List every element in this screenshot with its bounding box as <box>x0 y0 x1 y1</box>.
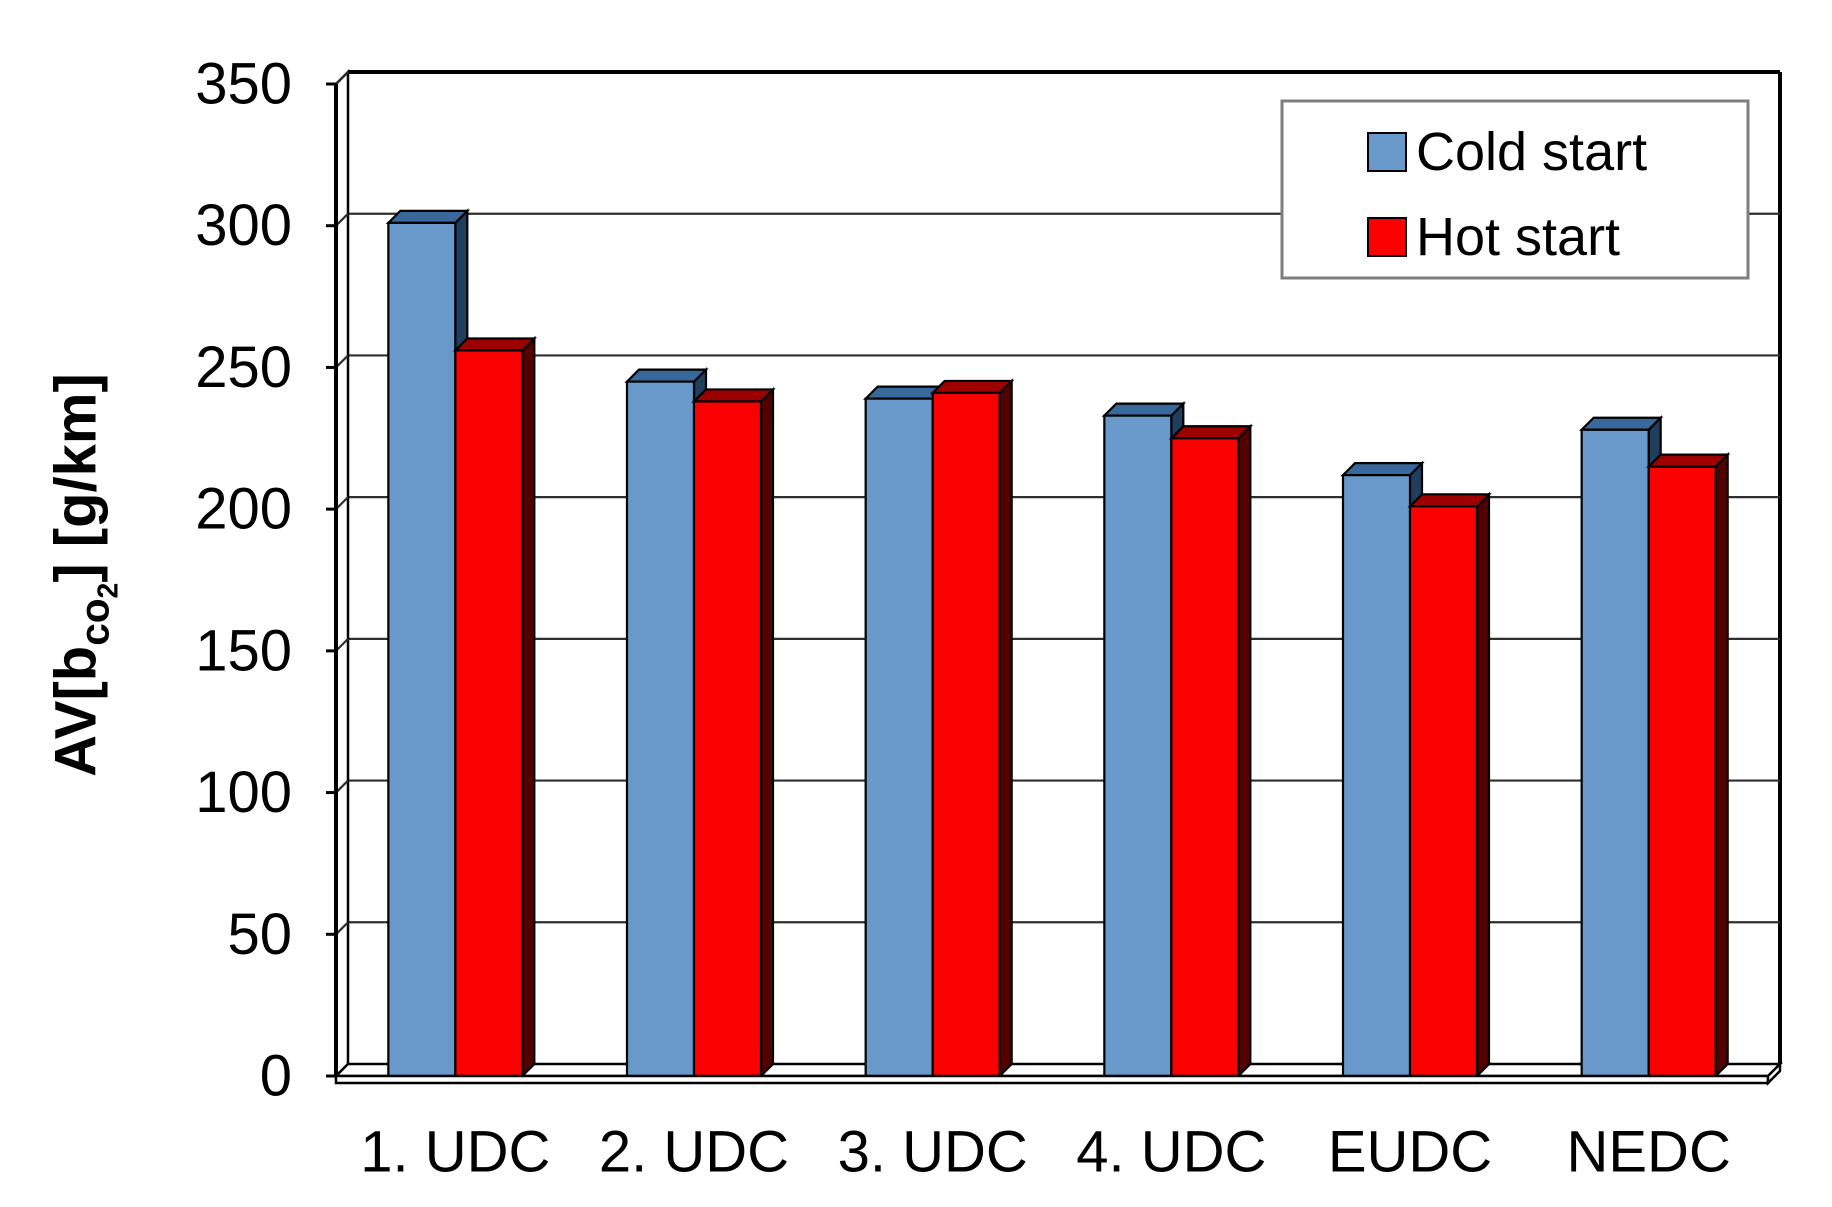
bar-side-face <box>521 335 536 1079</box>
legend-box <box>1280 99 1750 280</box>
floor-front-face <box>334 1074 1770 1085</box>
bar-hot-start-2-udc <box>691 386 776 1079</box>
bar-front-face <box>625 380 696 1078</box>
legend-swatch-cold-start <box>1367 132 1407 172</box>
bar-front-face <box>1647 465 1717 1078</box>
bar-hot-start-eudc <box>1407 491 1492 1079</box>
x-category-label-eudc: EUDC <box>1328 1120 1492 1185</box>
bar-front-face <box>692 400 763 1078</box>
bar-side-face <box>998 378 1013 1079</box>
bar-top-face <box>930 379 1015 395</box>
bar-top-face <box>1168 425 1253 440</box>
bar-front-face <box>1103 414 1173 1078</box>
y-tick-label-250: 250 <box>195 335 292 400</box>
bar-top-face <box>1646 453 1731 468</box>
bar-top-face <box>624 368 709 383</box>
bar-top-face <box>452 337 537 352</box>
legend: Cold start Hot start <box>1280 99 1750 280</box>
y-tick-label-350: 350 <box>195 52 292 117</box>
bar-hot-start-1-udc <box>452 335 537 1079</box>
legend-label-hot-start: Hot start <box>1416 207 1620 267</box>
floor-right-cap <box>1766 1060 1782 1087</box>
bar-front-face <box>454 349 524 1078</box>
y-tick-label-150: 150 <box>195 618 292 683</box>
bar-hot-start-nedc <box>1646 451 1731 1079</box>
y-tick-label-100: 100 <box>195 760 292 825</box>
bar-hot-start-3-udc <box>930 378 1015 1079</box>
bar-top-face <box>691 388 776 403</box>
x-category-label-2-udc: 2. UDC <box>599 1120 789 1185</box>
legend-swatch-hot-start <box>1367 217 1407 257</box>
left-wall-connector-350 <box>335 71 349 85</box>
x-category-label-4-udc: 4. UDC <box>1076 1120 1266 1185</box>
bar-top-face <box>1101 402 1186 417</box>
y-tick-label-200: 200 <box>195 477 292 542</box>
bar-front-face <box>1341 474 1412 1078</box>
bar-front-face <box>387 221 457 1078</box>
bar-top-face <box>1407 493 1492 508</box>
bar-side-face <box>1714 451 1729 1079</box>
bar-top-face <box>1340 462 1425 477</box>
bar-front-face <box>1408 505 1479 1078</box>
y-tick-label-0: 0 <box>260 1044 292 1109</box>
legend-label-cold-start: Cold start <box>1416 122 1647 182</box>
y-tick-label-50: 50 <box>227 902 292 967</box>
bar-side-face <box>1237 423 1252 1079</box>
bar-cold-start-eudc <box>1340 460 1425 1079</box>
y-tick-label-300: 300 <box>195 193 292 258</box>
bar-front-face <box>1170 437 1240 1078</box>
bar-top-face <box>385 209 470 224</box>
bar-hot-start-4-udc <box>1168 423 1253 1079</box>
bar-top-face <box>1579 416 1664 431</box>
x-category-label-nedc: NEDC <box>1566 1120 1730 1185</box>
bar-side-face <box>1475 491 1491 1079</box>
bar-front-face <box>1580 428 1650 1078</box>
bar-front-face <box>864 397 934 1078</box>
x-category-label-1-udc: 1. UDC <box>360 1120 550 1185</box>
x-category-label-3-udc: 3. UDC <box>838 1120 1028 1185</box>
bar-front-face <box>931 391 1001 1078</box>
floor-top-face <box>332 1062 1784 1078</box>
bar-side-face <box>759 386 775 1079</box>
